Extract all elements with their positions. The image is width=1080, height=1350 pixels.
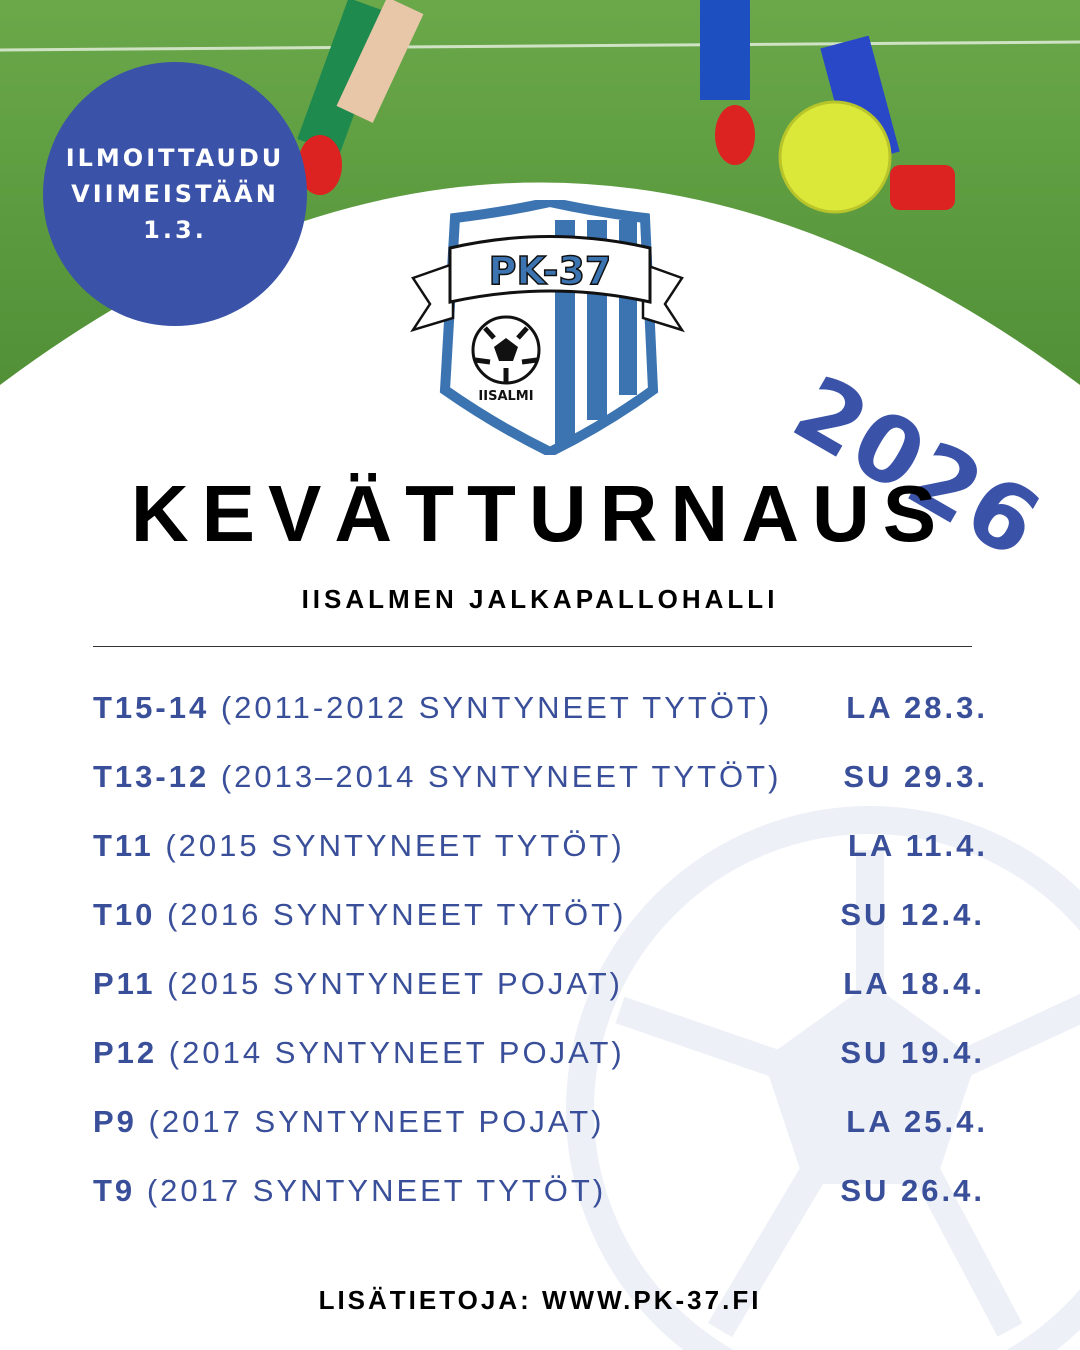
logo-town: IISALMI <box>478 389 533 404</box>
age-group-desc: (2015 SYNTYNEET TYTÖT) <box>165 828 625 863</box>
event-date: LA 11.4. <box>847 828 988 863</box>
schedule-row: P12 (2014 SYNTYNEET POJAT) SU 19.4. <box>93 1035 985 1075</box>
age-group: P12 <box>93 1035 158 1070</box>
age-group-desc: (2017 SYNTYNEET POJAT) <box>148 1104 605 1139</box>
event-date: SU 19.4. <box>840 1035 985 1070</box>
badge-line: VIIMEISTÄÄN <box>71 180 279 208</box>
age-group: T13-12 <box>93 759 210 794</box>
badge-line: 1.3. <box>143 216 207 244</box>
ball-watermark-icon <box>566 806 1080 1350</box>
age-group: P9 <box>93 1104 137 1139</box>
pk37-logo: PK-37 IISALMI <box>410 200 685 455</box>
divider <box>93 646 972 647</box>
event-date: LA 28.3. <box>846 690 988 725</box>
age-group: T10 <box>93 897 156 932</box>
yellow-ball <box>778 100 892 214</box>
logo-name: PK-37 <box>489 249 612 293</box>
schedule-row: T10 (2016 SYNTYNEET TYTÖT) SU 12.4. <box>93 897 985 937</box>
age-group-desc: (2016 SYNTYNEET TYTÖT) <box>167 897 627 932</box>
more-info-link[interactable]: LISÄTIETOJA: WWW.PK-37.FI <box>318 1285 762 1315</box>
age-group: T11 <box>93 828 154 863</box>
age-group-desc: (2015 SYNTYNEET POJAT) <box>167 966 623 1001</box>
schedule-row: T13-12 (2013–2014 SYNTYNEET TYTÖT) SU 29.… <box>93 759 988 799</box>
registration-deadline-badge: ILMOITTAUDU VIIMEISTÄÄN 1.3. <box>43 62 307 326</box>
event-date: SU 29.3. <box>843 759 988 794</box>
schedule-row: T15-14 (2011-2012 SYNTYNEET TYTÖT) LA 28.… <box>93 690 988 730</box>
schedule-row: P9 (2017 SYNTYNEET POJAT) LA 25.4. <box>93 1104 988 1144</box>
age-group-desc: (2017 SYNTYNEET TYTÖT) <box>146 1173 607 1208</box>
badge-line: ILMOITTAUDU <box>65 144 285 172</box>
event-date: LA 25.4. <box>846 1104 988 1139</box>
page-title: KEVÄTTURNAUS <box>130 469 950 558</box>
event-date: SU 26.4. <box>840 1173 985 1208</box>
age-group: T15-14 <box>93 690 210 725</box>
age-group: P11 <box>93 966 156 1001</box>
age-group-desc: (2013–2014 SYNTYNEET TYTÖT) <box>220 759 782 794</box>
age-group: T9 <box>93 1173 136 1208</box>
age-group-desc: (2014 SYNTYNEET POJAT) <box>168 1035 625 1070</box>
schedule-row: T9 (2017 SYNTYNEET TYTÖT) SU 26.4. <box>93 1173 985 1213</box>
schedule-row: P11 (2015 SYNTYNEET POJAT) LA 18.4. <box>93 966 985 1006</box>
schedule-row: T11 (2015 SYNTYNEET TYTÖT) LA 11.4. <box>93 828 988 868</box>
football-icon <box>471 315 541 385</box>
event-date: LA 18.4. <box>843 966 985 1001</box>
event-date: SU 12.4. <box>840 897 985 932</box>
age-group-desc: (2011-2012 SYNTYNEET TYTÖT) <box>220 690 773 725</box>
player-legs-photo <box>297 0 955 214</box>
venue: IISALMEN JALKAPALLOHALLI <box>301 584 779 614</box>
